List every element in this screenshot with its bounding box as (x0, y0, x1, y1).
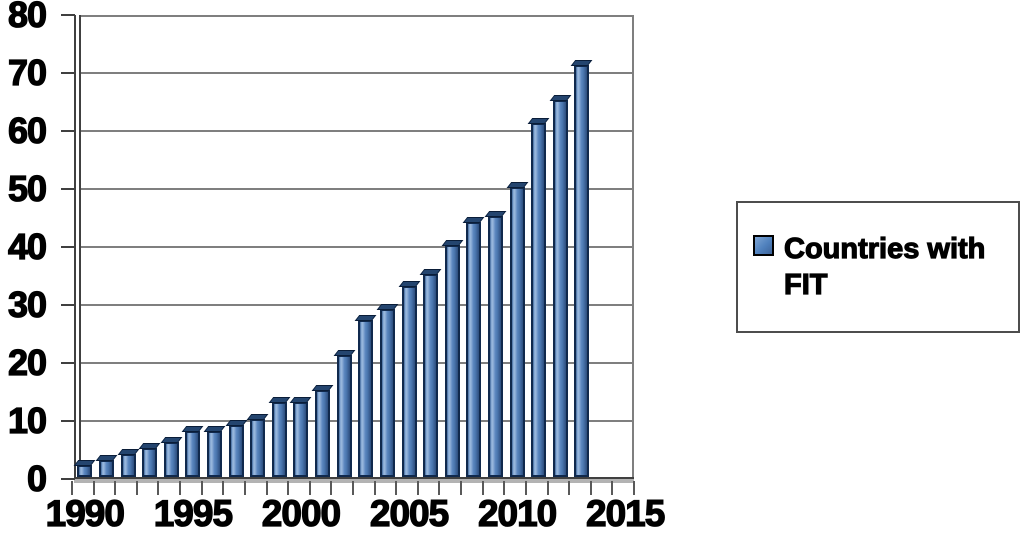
gridline-50 (79, 188, 634, 190)
bar-2012 (552, 100, 568, 477)
y-axis-label-40: 40 (7, 226, 47, 267)
x-tick (481, 481, 484, 495)
x-tick (611, 481, 614, 495)
x-tick (157, 481, 160, 495)
x-tick (524, 481, 527, 495)
x-tick (114, 481, 117, 495)
gridline-10 (79, 420, 634, 422)
bar-1996 (207, 430, 222, 477)
y-tick-0 (61, 478, 75, 480)
y-axis-label-70: 70 (7, 52, 47, 93)
x-tick (71, 481, 73, 495)
legend-marker-icon (753, 235, 774, 256)
y-tick-50 (61, 188, 75, 190)
x-tick (460, 481, 463, 495)
gridline-30 (79, 304, 634, 306)
bar-1990 (77, 465, 93, 477)
legend-label: Countries with FIT (783, 232, 986, 301)
x-tick (568, 481, 571, 495)
bar-1998 (250, 419, 266, 477)
x-tick (222, 481, 225, 495)
y-tick-20 (61, 362, 75, 364)
x-tick (92, 481, 95, 495)
y-tick-60 (61, 130, 75, 132)
y-axis-label-30: 30 (7, 284, 47, 325)
bar-1997 (228, 424, 244, 477)
x-tick (395, 481, 398, 495)
x-tick (373, 481, 376, 495)
y-axis-label-60: 60 (7, 110, 47, 151)
bar-2002 (336, 355, 352, 477)
gridline-20 (79, 362, 634, 364)
y-axis-line (79, 15, 81, 479)
x-axis-label-2005: 2005 (369, 493, 450, 534)
legend: Countries with FIT (736, 201, 1020, 333)
bar-2011 (531, 123, 547, 477)
y-axis-label-20: 20 (7, 342, 47, 383)
x-axis-label-2015: 2015 (585, 493, 666, 534)
bar-2006 (423, 274, 439, 477)
x-tick (438, 481, 441, 495)
x-tick (330, 481, 333, 495)
y-axis-label-10: 10 (7, 400, 47, 441)
x-tick (589, 481, 592, 495)
x-axis-label-1990: 1990 (45, 493, 126, 534)
x-tick (200, 481, 203, 495)
floor-shadow (74, 479, 634, 483)
bar-2005 (401, 285, 417, 477)
x-tick (265, 481, 268, 495)
x-tick (546, 481, 549, 495)
x-tick (633, 481, 635, 495)
bar-1992 (120, 453, 136, 477)
x-tick (308, 481, 311, 495)
bar-1993 (142, 448, 158, 477)
bar-2008 (466, 221, 482, 477)
y-tick-80 (61, 14, 75, 16)
bar-2010 (509, 187, 525, 477)
plot-border-top (79, 15, 634, 17)
y-tick-30 (61, 304, 75, 306)
gridline-60 (79, 130, 634, 132)
bar-2013 (574, 65, 590, 477)
x-axis-label-2000: 2000 (261, 493, 342, 534)
bar-2004 (379, 308, 395, 477)
gridline-40 (79, 246, 634, 248)
x-tick (503, 481, 506, 495)
bar-2009 (488, 216, 503, 477)
bar-2000 (293, 401, 309, 477)
y-axis-line-outer (74, 15, 76, 479)
gridline-70 (79, 72, 634, 74)
x-tick (352, 481, 354, 495)
y-axis-label-80: 80 (7, 0, 47, 35)
bar-1994 (163, 442, 179, 477)
x-axis-line (74, 477, 634, 479)
bar-1999 (271, 401, 287, 477)
plot-area (61, 14, 635, 495)
x-tick (287, 481, 290, 495)
y-tick-70 (61, 72, 75, 74)
y-tick-10 (61, 420, 75, 422)
x-tick (135, 481, 138, 495)
x-tick (416, 481, 419, 495)
y-tick-40 (61, 246, 75, 248)
bar-1991 (98, 459, 114, 477)
bar-1995 (185, 430, 201, 477)
x-tick (243, 481, 246, 495)
bar-2007 (444, 245, 460, 477)
bar-2003 (358, 320, 374, 477)
x-axis-label-2010: 2010 (477, 493, 558, 534)
x-tick (179, 481, 182, 495)
y-axis-label-0: 0 (26, 458, 47, 499)
y-axis-label-50: 50 (7, 168, 47, 209)
bar-2001 (315, 390, 331, 477)
x-axis-label-1995: 1995 (153, 493, 234, 534)
